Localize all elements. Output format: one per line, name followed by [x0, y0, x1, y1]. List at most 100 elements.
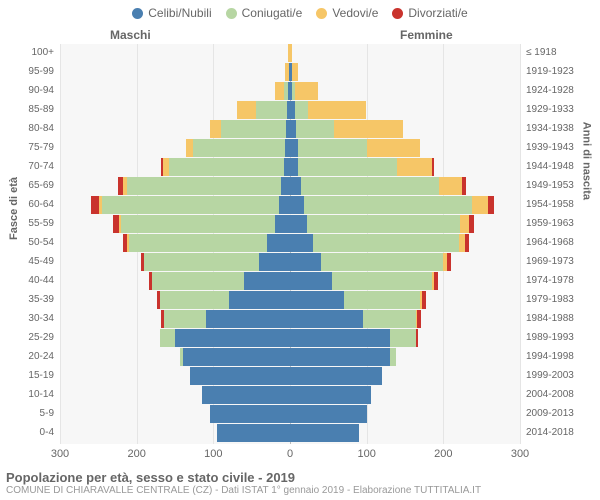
age-label: 0-4 — [0, 427, 54, 438]
label-male: Maschi — [110, 28, 151, 42]
segment — [244, 272, 290, 290]
segment — [290, 405, 367, 423]
age-label: 35-39 — [0, 294, 54, 305]
legend: Celibi/NubiliConiugati/eVedovi/eDivorzia… — [0, 0, 600, 20]
birth-year-label: 1969-1973 — [526, 256, 574, 267]
x-tick-label: 100 — [204, 448, 222, 460]
pyramid-row — [60, 386, 520, 404]
segment — [193, 139, 285, 157]
segment — [290, 367, 382, 385]
segment — [127, 177, 280, 195]
age-label: 15-19 — [0, 370, 54, 381]
pyramid-row — [60, 234, 520, 252]
population-pyramid-chart: Celibi/NubiliConiugati/eVedovi/eDivorzia… — [0, 0, 600, 500]
segment — [121, 215, 274, 233]
segment — [290, 386, 371, 404]
bar-male — [186, 139, 290, 157]
bar-female — [290, 329, 418, 347]
segment — [290, 291, 344, 309]
pyramid-row — [60, 253, 520, 271]
birth-year-label: 1974-1978 — [526, 275, 574, 286]
bar-female — [290, 63, 298, 81]
birth-year-label: 1989-1993 — [526, 332, 574, 343]
segment — [460, 215, 469, 233]
age-label: 70-74 — [0, 161, 54, 172]
segment — [321, 253, 444, 271]
age-label: 45-49 — [0, 256, 54, 267]
segment — [91, 196, 99, 214]
segment — [417, 310, 421, 328]
segment — [465, 234, 470, 252]
age-label: 80-84 — [0, 123, 54, 134]
segment — [298, 158, 398, 176]
segment — [472, 196, 487, 214]
pyramid-row — [60, 82, 520, 100]
segment — [256, 101, 287, 119]
x-tick-label: 300 — [51, 448, 69, 460]
bar-female — [290, 215, 474, 233]
birth-year-label: 2014-2018 — [526, 427, 574, 438]
segment — [334, 120, 403, 138]
bar-male — [180, 348, 290, 366]
bar-female — [290, 139, 420, 157]
bar-male — [210, 405, 291, 423]
age-label: 10-14 — [0, 389, 54, 400]
legend-label: Celibi/Nubili — [148, 6, 211, 20]
segment — [290, 177, 301, 195]
segment — [275, 82, 284, 100]
pyramid-row — [60, 310, 520, 328]
segment — [290, 424, 359, 442]
segment — [290, 158, 298, 176]
pyramid-row — [60, 424, 520, 442]
segment — [295, 101, 309, 119]
legend-swatch — [226, 8, 237, 19]
segment — [290, 215, 307, 233]
segment — [267, 234, 290, 252]
segment — [308, 101, 366, 119]
segment — [144, 253, 259, 271]
x-tick-label: 0 — [287, 448, 293, 460]
bar-female — [290, 101, 366, 119]
age-label: 75-79 — [0, 142, 54, 153]
age-label: 55-59 — [0, 218, 54, 229]
bar-male — [210, 120, 290, 138]
segment — [175, 329, 290, 347]
segment — [160, 291, 229, 309]
age-label: 25-29 — [0, 332, 54, 343]
bar-female — [290, 44, 292, 62]
bar-male — [91, 196, 290, 214]
segment — [259, 253, 290, 271]
segment — [432, 158, 434, 176]
segment — [221, 120, 286, 138]
bar-male — [237, 101, 290, 119]
pyramid-row — [60, 158, 520, 176]
segment — [290, 272, 332, 290]
bar-female — [290, 253, 451, 271]
segment — [290, 234, 313, 252]
birth-year-label: 1949-1953 — [526, 180, 574, 191]
pyramid-row — [60, 139, 520, 157]
legend-swatch — [316, 8, 327, 19]
segment — [217, 424, 290, 442]
segment — [202, 386, 290, 404]
birth-year-label: 1994-1998 — [526, 351, 574, 362]
bar-male — [190, 367, 290, 385]
segment — [313, 234, 459, 252]
legend-label: Vedovi/e — [332, 6, 378, 20]
y-axis-title-right: Anni di nascita — [580, 122, 592, 200]
segment — [363, 310, 417, 328]
bar-female — [290, 158, 434, 176]
legend-item: Vedovi/e — [316, 6, 378, 20]
pyramid-row — [60, 63, 520, 81]
legend-item: Celibi/Nubili — [132, 6, 211, 20]
pyramid-row — [60, 329, 520, 347]
segment — [332, 272, 432, 290]
birth-year-label: 1979-1983 — [526, 294, 574, 305]
age-label: 30-34 — [0, 313, 54, 324]
segment — [169, 158, 284, 176]
segment — [164, 310, 206, 328]
x-tick-label: 200 — [434, 448, 452, 460]
bar-female — [290, 291, 426, 309]
pyramid-row — [60, 177, 520, 195]
segment — [290, 310, 363, 328]
